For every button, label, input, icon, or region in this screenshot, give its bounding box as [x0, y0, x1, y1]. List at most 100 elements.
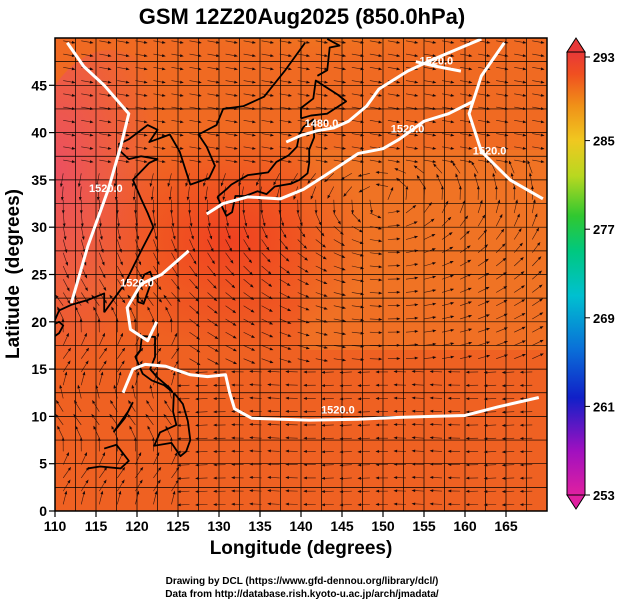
- streamline-arrowhead: [303, 383, 307, 387]
- streamline-arrowhead: [234, 160, 238, 163]
- streamline-arrowhead: [270, 133, 274, 137]
- streamline-arrowhead: [125, 146, 130, 150]
- streamline-arrowhead: [357, 384, 362, 387]
- streamline-arrowhead: [269, 347, 274, 351]
- streamline-arrowhead: [74, 400, 78, 404]
- streamline-arrowhead: [100, 371, 104, 376]
- streamline-arrowhead: [231, 396, 235, 400]
- streamline-arrowhead: [133, 437, 137, 441]
- streamline-arrowhead: [432, 67, 437, 71]
- streamline-arrowhead: [288, 133, 293, 137]
- streamline-arrowhead: [100, 490, 104, 495]
- streamline-arrowhead: [483, 503, 488, 507]
- streamline-arrowhead: [414, 160, 419, 163]
- streamline-arrowhead: [262, 222, 266, 227]
- streamline-arrowhead: [143, 67, 148, 71]
- streamline-arrowhead: [179, 120, 184, 124]
- streamline-arrowhead: [357, 476, 362, 480]
- contour-line: [467, 41, 544, 201]
- streamline-arrowhead: [378, 40, 383, 44]
- streamline-arrowhead: [168, 196, 172, 201]
- x-tick-label: 140: [289, 518, 313, 534]
- streamline-arrowhead: [285, 370, 289, 374]
- streamline-arrowhead: [125, 93, 130, 97]
- streamline-arrowhead: [75, 425, 79, 430]
- streamline-arrowhead: [252, 40, 256, 44]
- streamline-arrowhead: [234, 133, 238, 137]
- streamline-arrowhead: [468, 93, 473, 97]
- streamline-arrowhead: [167, 183, 171, 187]
- streamline-arrowhead: [287, 359, 292, 363]
- streamline-arrowhead: [211, 260, 215, 265]
- streamline-arrowhead: [486, 80, 491, 84]
- streamline-arrowhead: [468, 328, 473, 332]
- streamline-arrowhead: [132, 196, 136, 201]
- streamline-arrowhead: [321, 463, 326, 467]
- streamline-arrowhead: [518, 228, 522, 232]
- streamline-arrowhead: [396, 357, 401, 361]
- streamline-arrowhead: [504, 160, 509, 163]
- streamline-arrowhead: [100, 249, 104, 253]
- streamline-arrowhead: [310, 195, 314, 200]
- streamline-arrowhead: [252, 93, 256, 97]
- streamline-arrowhead: [67, 300, 71, 305]
- streamline-arrowhead: [66, 274, 69, 279]
- streamline-arrowhead: [269, 321, 274, 325]
- streamline-arrowhead: [396, 133, 401, 137]
- streamline-arrowhead: [269, 334, 274, 338]
- streamline-arrowhead: [357, 370, 362, 374]
- streamline-arrowhead: [84, 287, 88, 292]
- streamline-arrowhead: [540, 146, 545, 150]
- streamline-arrowhead: [107, 160, 112, 163]
- streamline-arrowhead: [251, 347, 256, 351]
- streamline-arrowhead: [343, 193, 347, 197]
- streamline-arrowhead: [324, 40, 329, 44]
- streamline-arrowhead: [103, 299, 107, 304]
- streamline-arrowhead: [195, 310, 200, 315]
- streamline-arrowhead: [339, 476, 344, 480]
- streamline-arrowhead: [197, 107, 202, 110]
- streamline-arrowhead: [321, 423, 326, 427]
- streamline-arrowhead: [414, 276, 419, 280]
- streamline-arrowhead: [281, 222, 284, 227]
- streamline-arrowhead: [484, 244, 489, 248]
- streamline-arrowhead: [357, 423, 362, 427]
- streamline-arrowhead: [504, 107, 509, 110]
- streamline-arrowhead: [171, 223, 175, 228]
- streamline-arrowhead: [197, 80, 202, 84]
- streamline-arrowhead: [321, 384, 326, 388]
- streamline-arrowhead: [161, 54, 166, 58]
- streamline-arrowhead: [522, 54, 527, 58]
- x-tick-label: 110: [44, 518, 67, 534]
- streamline-arrowhead: [396, 93, 401, 97]
- streamline-arrowhead: [242, 210, 246, 215]
- streamline-arrowhead: [324, 133, 329, 137]
- streamline-arrowhead: [122, 299, 126, 304]
- streamline-arrowhead: [423, 185, 426, 190]
- streamline-arrowhead: [432, 107, 437, 110]
- streamline-arrowhead: [89, 93, 94, 97]
- streamline-arrowhead: [411, 369, 416, 373]
- streamline-arrowhead: [285, 462, 289, 466]
- streamline-arrowhead: [231, 423, 235, 427]
- streamline-arrowhead: [179, 54, 184, 58]
- streamline-arrowhead: [75, 306, 79, 311]
- streamline-arrowhead: [143, 160, 148, 163]
- streamline-arrowhead: [79, 317, 83, 322]
- y-tick-label: 0: [39, 503, 47, 519]
- streamline-arrowhead: [115, 210, 119, 215]
- streamline-arrowhead: [323, 294, 328, 297]
- streamline-arrowhead: [151, 317, 155, 322]
- streamline-arrowhead: [501, 490, 506, 494]
- streamline-arrowhead: [251, 335, 256, 338]
- streamline-arrowhead: [432, 120, 437, 124]
- streamline-arrowhead: [432, 93, 437, 97]
- streamline-arrowhead: [270, 40, 274, 44]
- streamline-arrowhead: [340, 231, 344, 235]
- contour-line: [205, 100, 474, 216]
- streamline-arrowhead: [173, 248, 177, 253]
- streamline-arrowhead: [318, 221, 322, 226]
- streamline-arrowhead: [360, 54, 365, 58]
- streamline-arrowhead: [195, 298, 199, 302]
- coastline: [300, 79, 348, 120]
